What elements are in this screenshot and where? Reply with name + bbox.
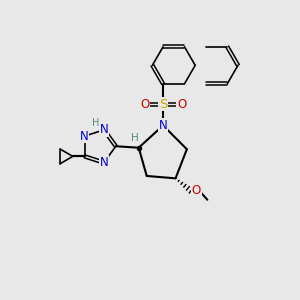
Text: N: N — [100, 156, 108, 169]
Text: H: H — [131, 133, 139, 143]
Text: O: O — [192, 184, 201, 197]
Text: N: N — [80, 130, 88, 142]
Text: S: S — [159, 98, 167, 110]
Text: N: N — [100, 123, 108, 136]
Text: O: O — [140, 98, 149, 110]
Text: O: O — [177, 98, 186, 110]
Text: H: H — [92, 118, 99, 128]
Text: N: N — [159, 119, 167, 132]
